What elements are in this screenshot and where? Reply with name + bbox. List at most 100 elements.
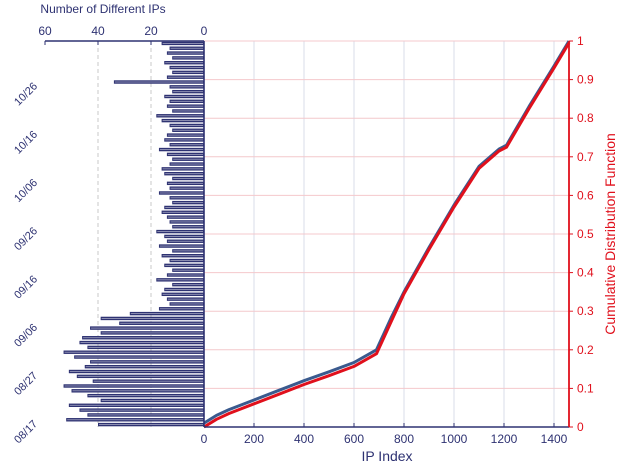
bar-segment [162,120,203,122]
bar-segment [101,318,203,319]
bar-segment [101,400,203,401]
lines-layer [203,40,571,429]
bar-segment [170,187,203,189]
bar-segment [80,342,203,343]
bar-segment [170,163,203,165]
bar-segment [69,404,203,406]
bar-segment [167,274,203,276]
bar-segment [88,395,203,397]
bar-segment [162,255,203,257]
bar-x-tick-label: 60 [38,24,52,38]
bar-segment [170,197,203,199]
line-y-tick-label: 0.4 [577,266,594,280]
bar-segment [170,67,203,68]
bar-segment [173,269,203,271]
bar-segment [173,71,203,73]
grid-layer [97,40,569,427]
bar-segment [173,129,203,131]
bar-segment [170,221,203,223]
bar-segment [91,327,203,329]
line-x-tick-label: 1000 [441,432,468,446]
bar-segment [83,337,203,339]
bar-segment [165,236,203,237]
bar-segment [72,390,203,392]
bar-segment [91,361,203,363]
bar-x-axis-title: Number of Different IPs [40,2,165,16]
line-x-tick-label: 200 [244,432,264,446]
bar-segment [167,76,203,78]
bar-segment [173,178,203,179]
bar-segment [130,313,203,315]
line-y-tick-label: 0.1 [577,381,594,395]
bar-segment [173,57,203,59]
bar-segment [162,293,203,295]
bar-segment [173,91,203,93]
bar-segment [173,158,203,160]
bar-segment [170,125,203,126]
line-y-tick-label: 0.7 [577,150,594,164]
bar-segment [157,115,203,117]
bar-segment [162,43,203,44]
bar-segment [167,240,203,242]
bar-segment [167,153,203,155]
bar-segment [80,409,203,411]
bar-segment [170,144,203,146]
bar-segment [85,366,203,368]
bar-segment [75,356,203,358]
bar-segment [165,96,203,97]
bar-segment [165,173,203,175]
line-y-tick-label: 0 [577,420,584,434]
bar-segment [170,260,203,261]
bar-segment [67,419,203,421]
bar-segment [88,414,203,416]
bar-segment [77,375,203,377]
bar-segment [159,192,203,194]
bar-segment [173,110,203,112]
line-x-tick-label: 600 [344,432,364,446]
line-y-axis-title: Cumulative Distribution Function [602,133,618,335]
bar-segment [170,100,203,102]
bar-segment [167,105,203,107]
bar-segment [64,385,203,387]
bar-segment [159,245,203,247]
bar-segment [165,139,203,141]
bar-segment [120,322,203,324]
bar-segment [165,289,203,290]
bar-segment [170,303,203,305]
bar-segment [165,207,203,208]
line-x-tick-label: 400 [294,432,314,446]
bar-segment [159,308,203,310]
line-y-tick-label: 0.6 [577,188,594,202]
bar-segment [167,134,203,136]
bar-segment [69,371,203,372]
bar-segment [170,86,203,88]
line-y-tick-label: 0.8 [577,111,594,125]
bar-segment [173,202,203,204]
bar-segment [99,424,203,425]
bar-segment [114,81,203,83]
line-y-tick-label: 0.5 [577,227,594,241]
bar-segment [173,226,203,228]
bar-segment [162,168,203,170]
bar-segment [157,231,203,232]
cdf-series-line [203,42,571,429]
line-y-tick-label: 0.2 [577,343,594,357]
line-x-axis-title: IP Index [361,448,412,464]
bar-segment [159,149,203,150]
line-y-tick-label: 0.3 [577,304,594,318]
bar-segment [167,216,203,218]
bar-segment [165,264,203,266]
bars-layer [63,41,205,427]
bar-segment [167,298,203,300]
bar-segment [101,332,203,334]
bar-segment [162,211,203,213]
bar-segment [157,279,203,281]
bar-segment [167,52,203,54]
line-y-tick-label: 1 [577,34,584,48]
bar-segment [165,62,203,64]
bar-segment [88,346,203,348]
bar-x-tick-label: 40 [91,24,105,38]
bar-segment [167,182,203,184]
axes-layer [44,40,573,428]
